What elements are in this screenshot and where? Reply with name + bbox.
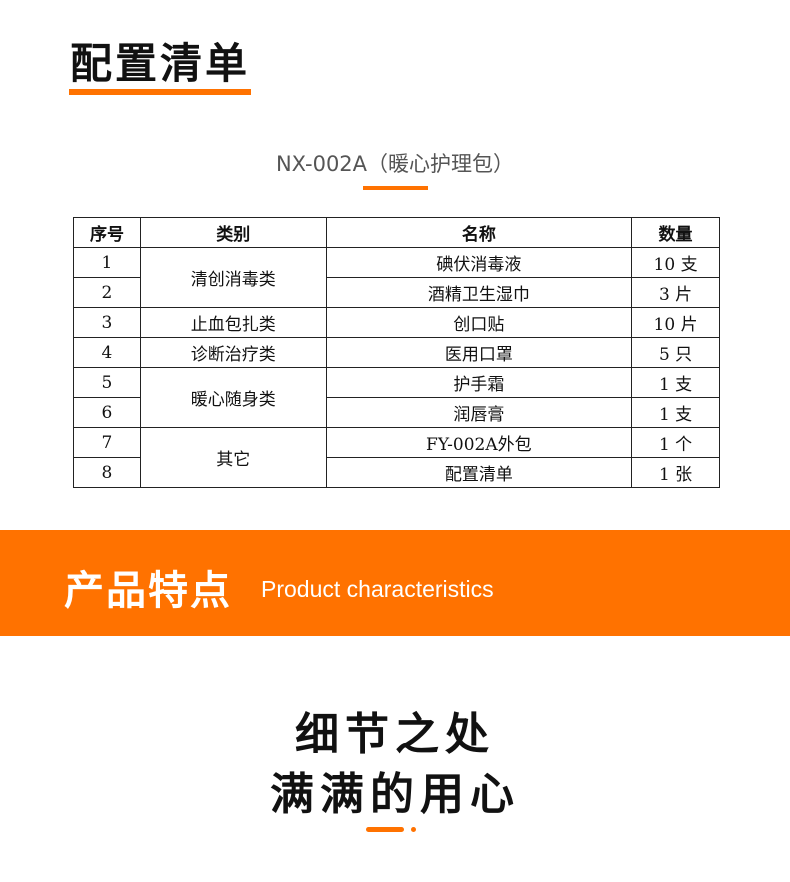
title-underline [69, 89, 251, 95]
table-row: 6 润唇膏 1 支 [73, 397, 720, 428]
cell-no: 4 [73, 337, 141, 368]
cell-name: 碘伏消毒液 [325, 247, 633, 278]
cell-name: 润唇膏 [325, 397, 633, 428]
cell-category: 清创消毒类 [139, 247, 327, 308]
cell-no: 1 [73, 247, 141, 278]
cell-qty: 1 张 [631, 457, 720, 488]
table-row: 4 诊断治疗类 医用口罩 5 只 [73, 337, 720, 368]
cell-name: 创口贴 [325, 307, 633, 338]
cell-category: 诊断治疗类 [139, 337, 327, 368]
header-category: 类别 [139, 217, 327, 248]
table-row: 8 配置清单 1 张 [73, 457, 720, 488]
header-no: 序号 [73, 217, 141, 248]
table-row: 7 其它 FY-002A外包 1 个 [73, 427, 720, 488]
table-row: 3 止血包扎类 创口贴 10 片 [73, 307, 720, 338]
cell-no: 5 [73, 367, 141, 398]
table-header: 序号 类别 名称 数量 [73, 217, 720, 248]
slogan-line-2: 满满的用心 [270, 769, 520, 820]
cell-qty: 10 片 [631, 307, 720, 338]
section-title: 配置清单 [70, 39, 251, 88]
decorative-dot [411, 827, 416, 832]
decorative-dash [366, 827, 404, 832]
table-row: 5 暖心随身类 护手霜 1 支 [73, 367, 720, 428]
features-banner [0, 530, 790, 636]
cell-category: 止血包扎类 [139, 307, 327, 338]
features-title: 产品特点 [64, 568, 232, 614]
features-title-en: Product characteristics [261, 576, 494, 602]
cell-category: 暖心随身类 [139, 367, 327, 428]
cell-name: 配置清单 [325, 457, 633, 488]
cell-no: 7 [73, 427, 141, 458]
cell-qty: 10 支 [631, 247, 720, 278]
cell-name: FY-002A外包 [325, 427, 633, 458]
cell-name: 护手霜 [325, 367, 633, 398]
cell-category: 其它 [139, 427, 327, 488]
cell-qty: 1 支 [631, 367, 720, 398]
header-qty: 数量 [631, 217, 720, 248]
cell-no: 2 [73, 277, 141, 308]
subtitle-underline [363, 186, 428, 190]
cell-no: 8 [73, 457, 141, 488]
table-row: 1 清创消毒类 碘伏消毒液 10 支 [73, 247, 720, 308]
cell-no: 3 [73, 307, 141, 338]
cell-qty: 3 片 [631, 277, 720, 308]
cell-qty: 1 个 [631, 427, 720, 458]
cell-no: 6 [73, 397, 141, 428]
product-subtitle: NX-002A（暖心护理包） [275, 152, 515, 176]
slogan-line-1: 细节之处 [295, 709, 495, 760]
cell-qty: 5 只 [631, 337, 720, 368]
cell-name: 酒精卫生湿巾 [325, 277, 633, 308]
cell-qty: 1 支 [631, 397, 720, 428]
config-table: 序号 类别 名称 数量 1 清创消毒类 碘伏消毒液 10 支 2 酒精卫生湿巾 … [73, 217, 720, 488]
header-name: 名称 [325, 217, 633, 248]
cell-name: 医用口罩 [325, 337, 633, 368]
